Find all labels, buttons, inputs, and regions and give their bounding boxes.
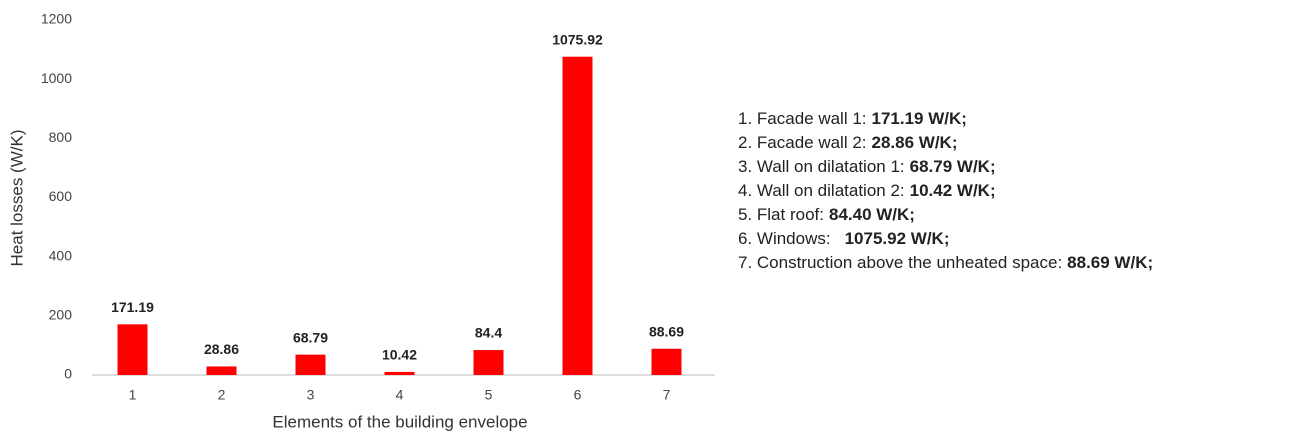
bar xyxy=(117,324,148,375)
x-tick-label: 6 xyxy=(574,387,582,403)
y-axis-title: Heat losses (W/K) xyxy=(7,130,26,267)
y-tick-label: 800 xyxy=(49,129,73,145)
bar xyxy=(562,56,593,375)
data-label: 10.42 xyxy=(382,347,417,363)
note-value: 1075.92 W/K; xyxy=(845,229,950,248)
note-text: 2. Facade wall 2: xyxy=(738,133,867,152)
note-value: 88.69 W/K; xyxy=(1067,253,1153,272)
x-tick-label: 1 xyxy=(129,387,137,403)
notes: 1. Facade wall 1: 171.19 W/K; 2. Facade wa… xyxy=(738,109,1153,272)
y-tick-label: 400 xyxy=(49,247,73,263)
bar xyxy=(473,350,504,375)
data-label: 68.79 xyxy=(293,329,328,345)
data-label: 84.4 xyxy=(475,325,502,341)
note-text: 1. Facade wall 1: xyxy=(738,109,867,128)
bar xyxy=(295,354,326,375)
bar xyxy=(651,348,682,375)
note-text: 4. Wall on dilatation 2: xyxy=(738,181,905,200)
note-text: 7. Construction above the unheated space… xyxy=(738,253,1062,272)
note-text: 5. Flat roof: xyxy=(738,205,824,224)
x-axis-title: Elements of the building envelope xyxy=(272,412,527,431)
x-tick-label: 4 xyxy=(396,387,404,403)
bar xyxy=(384,371,415,375)
y-tick-label: 1200 xyxy=(41,11,72,27)
y-tick-label: 200 xyxy=(49,307,73,323)
note: 3. Wall on dilatation 1: 68.79 W/K; xyxy=(738,157,996,176)
note: 2. Facade wall 2: 28.86 W/K; xyxy=(738,133,958,152)
data-label: 171.19 xyxy=(111,299,154,315)
note-value: 68.79 W/K; xyxy=(910,157,996,176)
note: 5. Flat roof: 84.40 W/K; xyxy=(738,205,915,224)
note-value: 10.42 W/K; xyxy=(910,181,996,200)
note: 1. Facade wall 1: 171.19 W/K; xyxy=(738,109,967,128)
x-tick-label: 5 xyxy=(485,387,493,403)
note-value: 171.19 W/K; xyxy=(872,109,967,128)
note: 7. Construction above the unheated space… xyxy=(738,253,1153,272)
note: 6. Windows: 1075.92 W/K; xyxy=(738,229,949,248)
bar xyxy=(206,366,237,375)
note-value: 84.40 W/K; xyxy=(829,205,915,224)
y-tick-label: 600 xyxy=(49,188,73,204)
x-tick-label: 7 xyxy=(663,387,671,403)
note-value: 28.86 W/K; xyxy=(872,133,958,152)
data-label: 28.86 xyxy=(204,341,239,357)
data-label: 88.69 xyxy=(649,323,684,339)
note-text: 3. Wall on dilatation 1: xyxy=(738,157,905,176)
y-tick-label: 0 xyxy=(64,366,72,382)
data-label: 1075.92 xyxy=(552,31,603,47)
x-tick-label: 2 xyxy=(218,387,226,403)
note-text: 6. Windows: xyxy=(738,229,831,248)
note: 4. Wall on dilatation 2: 10.42 W/K; xyxy=(738,181,996,200)
x-tick-label: 3 xyxy=(307,387,315,403)
y-tick-label: 1000 xyxy=(41,70,72,86)
